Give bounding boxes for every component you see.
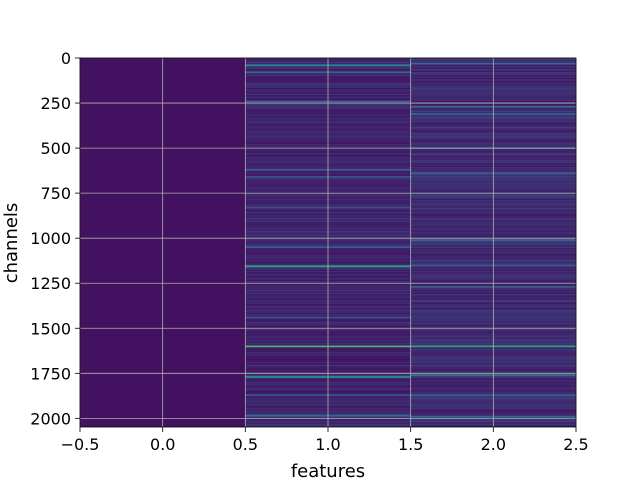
x-tick-label: 1.5 <box>398 435 423 454</box>
y-tick-label: 500 <box>40 139 71 158</box>
x-tick-label: −0.5 <box>61 435 100 454</box>
x-tick-label: 0.0 <box>150 435 175 454</box>
y-axis-title: channels <box>1 203 22 284</box>
x-tick-label: 2.0 <box>481 435 506 454</box>
x-axis: −0.5 0.0 0.5 1.0 1.5 2.0 2.5 <box>61 427 589 454</box>
y-tick-label: 1250 <box>30 274 71 293</box>
y-tick-label: 250 <box>40 94 71 113</box>
x-tick-label: 2.5 <box>563 435 588 454</box>
y-tick-label: 1000 <box>30 229 71 248</box>
y-tick-label: 1500 <box>30 319 71 338</box>
y-axis: 0 250 500 750 1000 1250 1500 1750 2000 <box>30 49 80 428</box>
y-tick-label: 0 <box>61 49 71 68</box>
x-axis-title: features <box>291 461 365 480</box>
x-tick-label: 0.5 <box>233 435 258 454</box>
y-tick-label: 2000 <box>30 409 71 428</box>
x-tick-label: 1.0 <box>315 435 340 454</box>
y-tick-label: 1750 <box>30 364 71 383</box>
y-tick-label: 750 <box>40 184 71 203</box>
